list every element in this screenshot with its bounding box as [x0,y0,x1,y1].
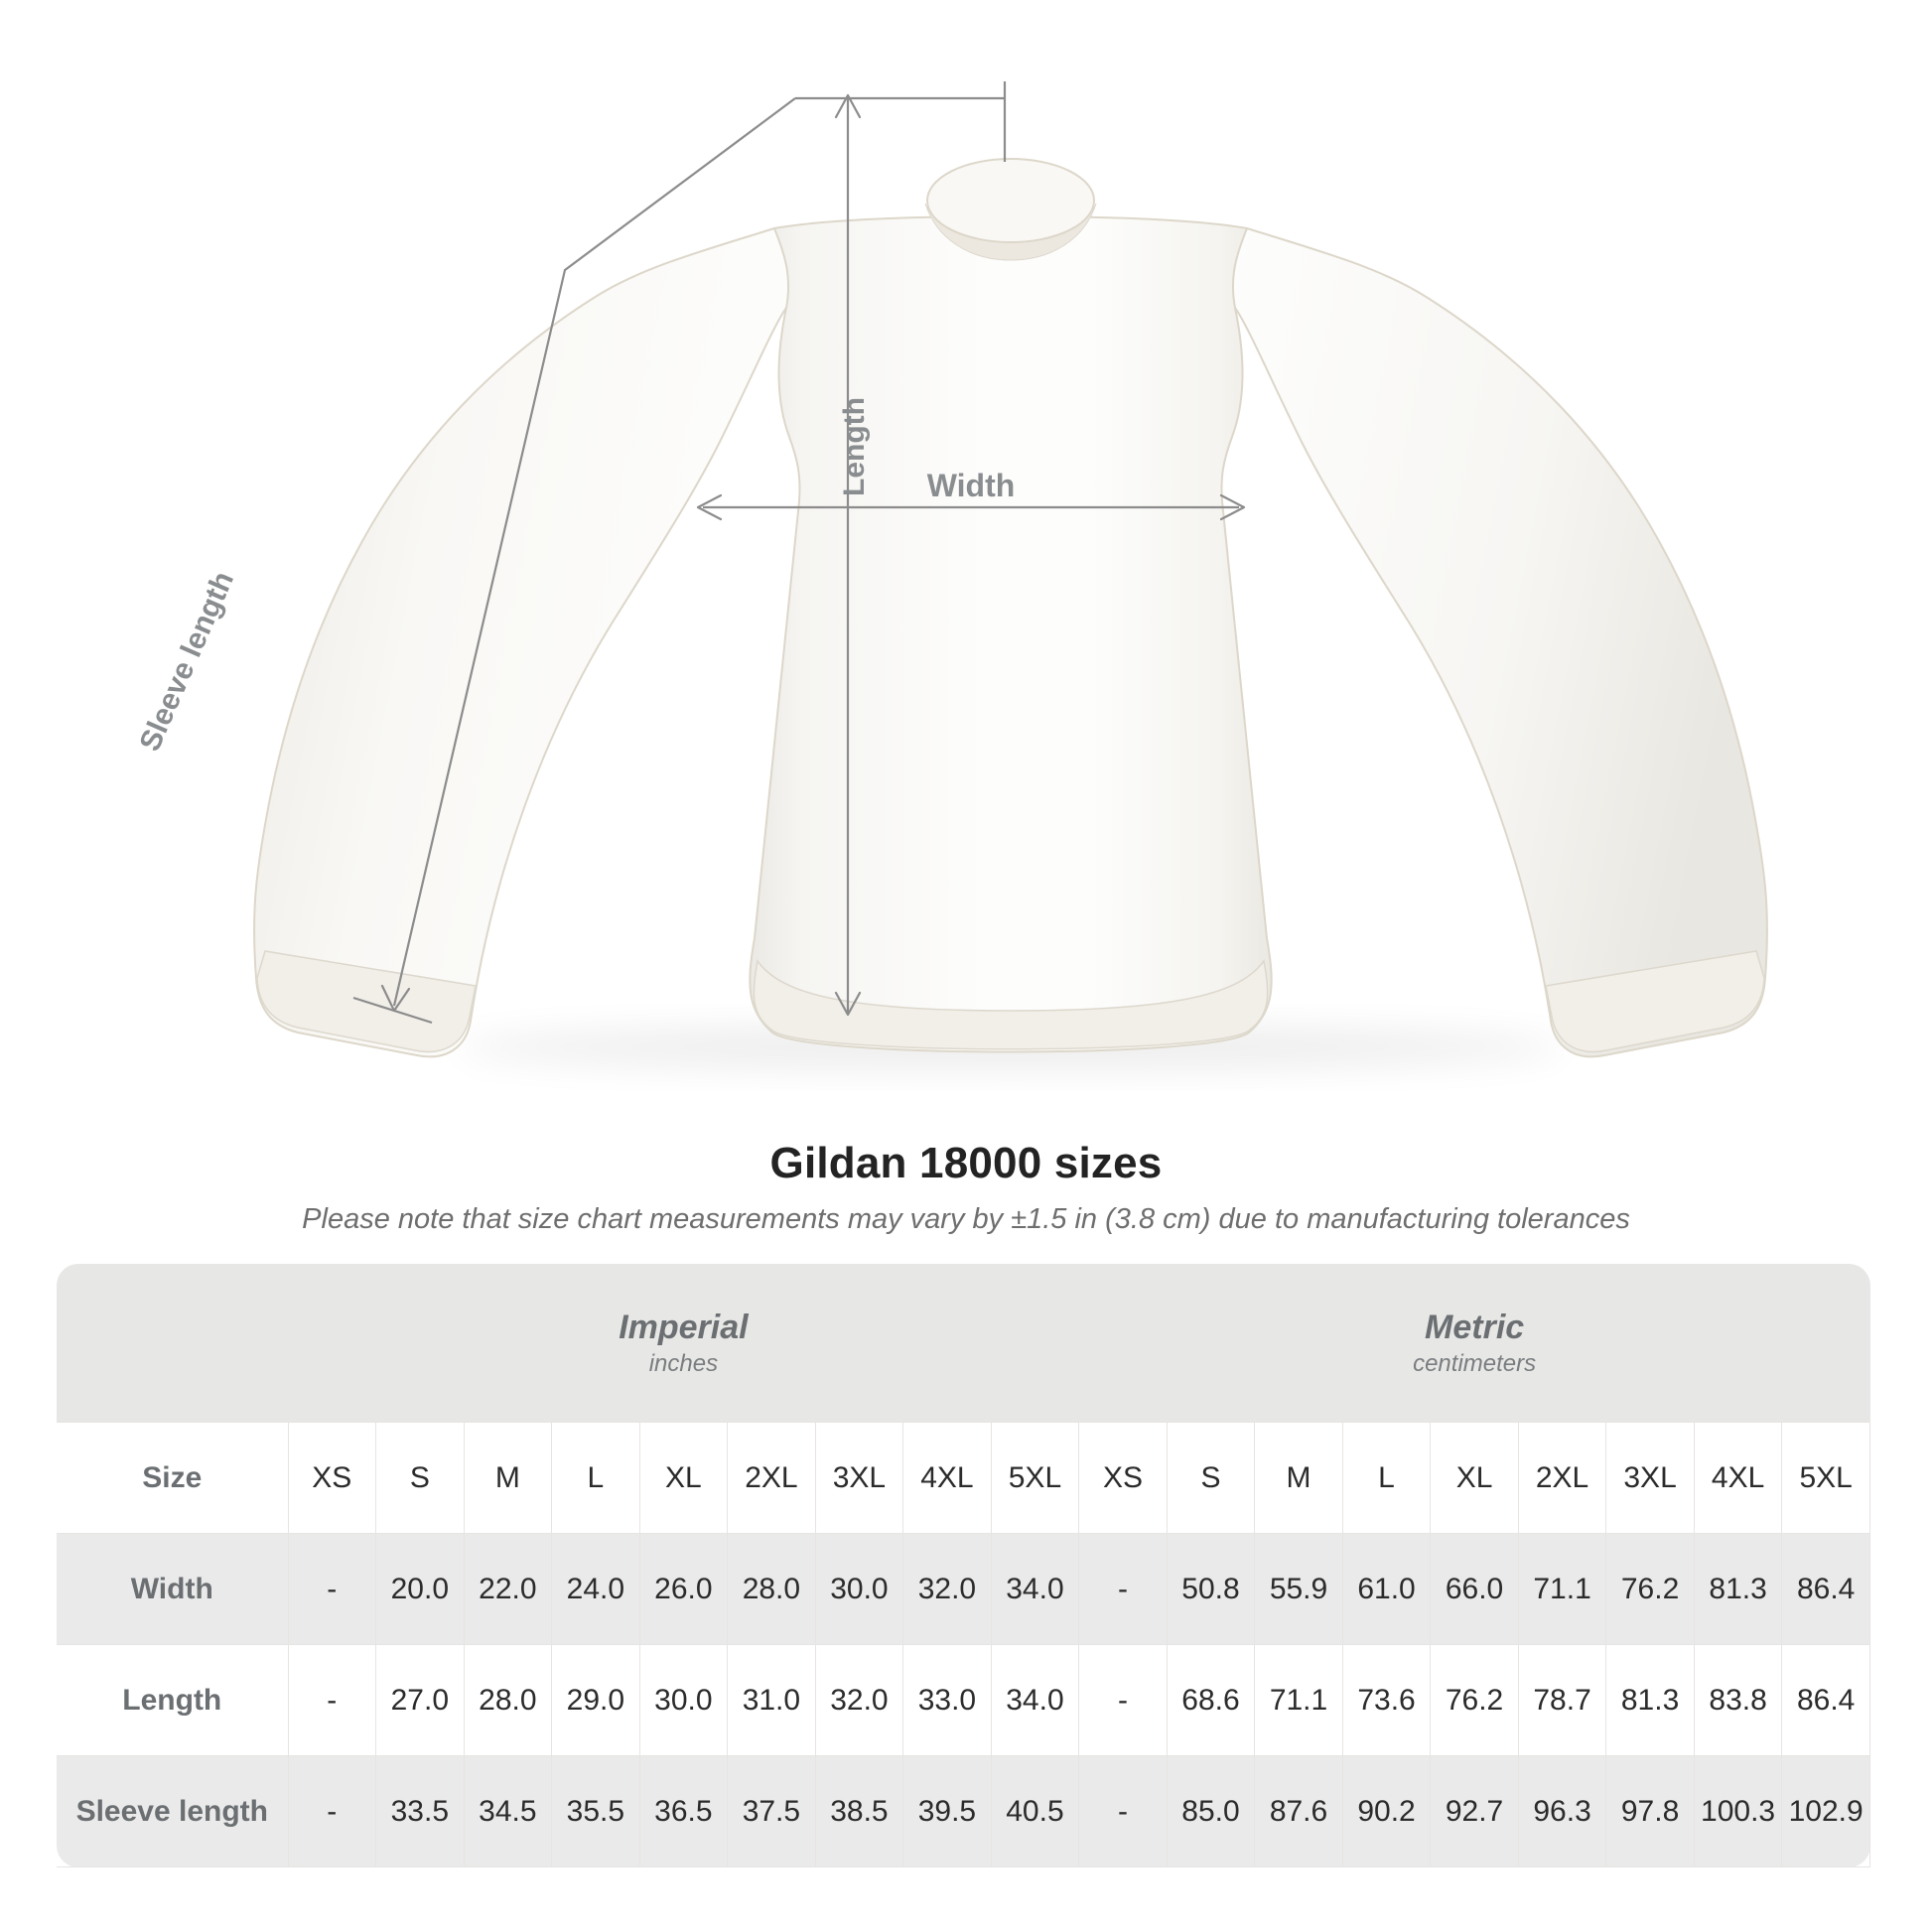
svg-text:Length: Length [838,397,871,496]
svg-text:Width: Width [927,468,1016,503]
svg-text:Sleeve length: Sleeve length [133,567,240,756]
